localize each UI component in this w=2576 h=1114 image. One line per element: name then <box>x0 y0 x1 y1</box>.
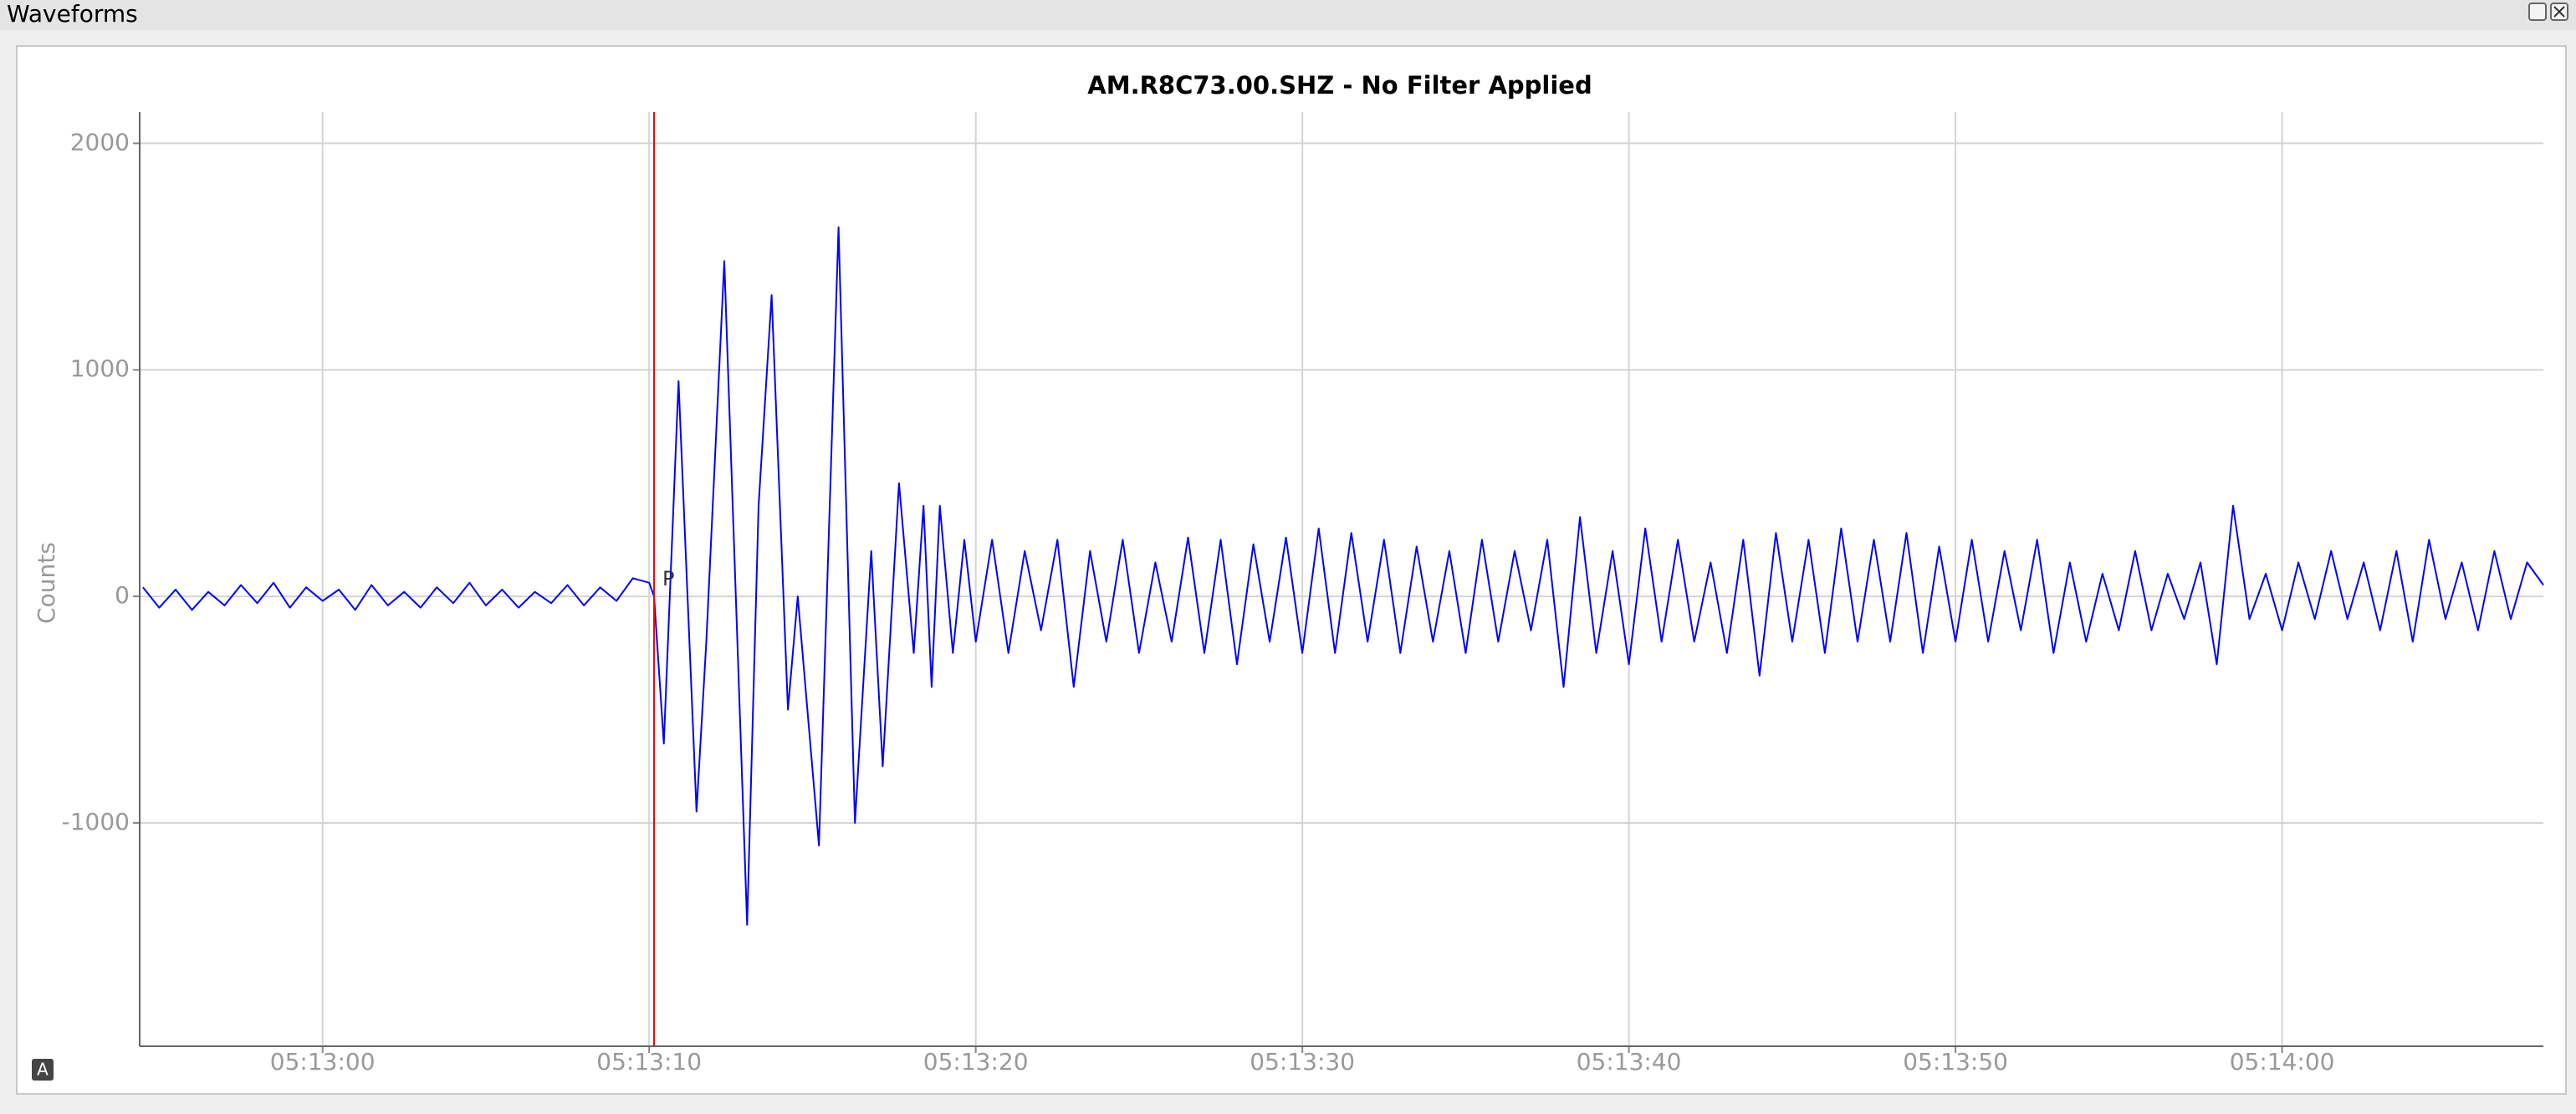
chart-title: AM.R8C73.00.SHZ - No Filter Applied <box>1087 71 1592 100</box>
y-axis-label: Counts <box>33 542 60 624</box>
plot-area: 2000 1000 0 -1000 05:13:00 05:13:10 05:13:20 05… <box>62 112 2544 1076</box>
y-tick-label: 0 <box>115 581 130 609</box>
badge[interactable] <box>32 1059 54 1081</box>
float-button[interactable] <box>2528 3 2547 21</box>
x-tick-label: 05:13:40 <box>1577 1048 1682 1076</box>
title-bar <box>0 0 2576 30</box>
y-tick-label: 2000 <box>70 128 130 156</box>
close-icon <box>2553 6 2565 18</box>
x-tick-label: 05:13:50 <box>1903 1048 2008 1076</box>
x-tick-label: 05:13:20 <box>923 1048 1029 1076</box>
x-tick-label: 05:13:10 <box>596 1048 702 1076</box>
window-title: Waveforms <box>7 0 138 28</box>
x-tick-label: 05:13:30 <box>1250 1048 1355 1076</box>
x-tick-label: 05:13:00 <box>270 1048 376 1076</box>
y-tick-label: 1000 <box>70 355 130 382</box>
pick-label: P <box>662 567 674 590</box>
y-tick-label: -1000 <box>62 808 130 836</box>
badge-label: A <box>37 1060 49 1080</box>
x-tick-label: 05:14:00 <box>2230 1048 2335 1076</box>
waveform <box>142 226 2544 926</box>
